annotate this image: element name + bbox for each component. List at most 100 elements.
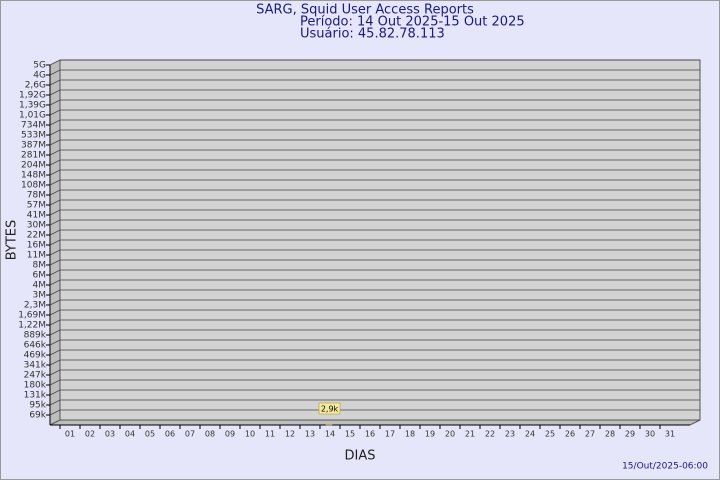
grid-line — [49, 289, 700, 296]
y-axis-label: BYTES — [5, 220, 20, 261]
x-tick-label: 08 — [205, 430, 215, 439]
y-tick-label: 4M — [33, 281, 47, 291]
grid-line — [49, 239, 700, 246]
grid-line — [49, 139, 700, 146]
x-tick-label: 18 — [405, 430, 415, 439]
y-tick-label: 1,01G — [19, 111, 46, 121]
grid-line — [49, 249, 700, 256]
grid-line — [49, 109, 700, 116]
y-tick-label: 16M — [27, 241, 46, 251]
y-tick-label: 2,3M — [24, 301, 46, 311]
x-tick-label: 06 — [165, 430, 175, 439]
grid-line — [49, 259, 700, 266]
grid-line — [49, 69, 700, 76]
x-tick-label: 01 — [65, 430, 75, 439]
footer: 15/Out/2025-06:00 — [622, 462, 708, 472]
y-tick-label: 1,39G — [19, 101, 46, 111]
y-tick-label: 3M — [33, 291, 47, 301]
chart-title: SARG, Squid User Access Reports — [256, 3, 474, 18]
x-tick-label: 04 — [125, 430, 135, 439]
x-tick-label: 24 — [525, 430, 535, 439]
grid-line — [49, 309, 700, 316]
grid-line — [49, 189, 700, 196]
grid-line — [49, 359, 700, 366]
grid-line — [49, 119, 700, 126]
y-tick-label: 247k — [24, 371, 47, 381]
y-tick-label: 341k — [24, 361, 47, 371]
floor — [49, 419, 701, 426]
grid-line — [49, 169, 700, 176]
y-tick-label: 69k — [29, 411, 46, 421]
x-axis-label: DIAS — [345, 449, 376, 464]
y-tick-label: 180k — [24, 381, 47, 391]
y-tick-label: 1,69M — [18, 311, 46, 321]
subtitle: Período: 14 Out 2025-15 Out 2025 — [300, 15, 525, 30]
x-tick-label: 13 — [305, 430, 315, 439]
grid-line — [49, 209, 700, 216]
y-tick-label: 204M — [21, 161, 46, 171]
grid-line — [49, 349, 700, 356]
y-tick-label: 533M — [21, 131, 46, 141]
grid-line — [49, 79, 700, 86]
y-tick-label: 8M — [33, 261, 47, 271]
x-tick-label: 09 — [225, 430, 235, 439]
y-tick-label: 734M — [21, 121, 46, 131]
value-label: 2,9k — [321, 405, 339, 414]
x-tick-label: 23 — [505, 430, 515, 439]
grid-line — [49, 279, 700, 286]
y-tick-label: 11M — [27, 251, 46, 261]
y-tick-label: 131k — [24, 391, 47, 401]
x-tick-label: 27 — [585, 430, 595, 439]
y-tick-label: 41M — [27, 211, 46, 221]
x-tick-label: 28 — [605, 430, 615, 439]
y-tick-label: 108M — [21, 181, 46, 191]
x-tick-label: 21 — [465, 430, 475, 439]
x-tick-label: 12 — [285, 430, 295, 439]
grid-line — [49, 329, 700, 336]
grid-line — [49, 409, 700, 416]
y-tick-label: 469k — [24, 351, 47, 361]
grid-line — [49, 229, 700, 236]
value-label-box — [318, 402, 341, 415]
x-tick-label: 31 — [665, 430, 675, 439]
grid-line — [49, 379, 700, 386]
y-tick-label: 30M — [27, 221, 46, 231]
y-tick-label: 1,22M — [18, 321, 46, 331]
grid-line — [49, 399, 700, 406]
y-tick-label: 889k — [24, 331, 47, 341]
x-tick-label: 11 — [265, 430, 275, 439]
y-tick-label: 78M — [27, 191, 46, 201]
grid-line — [49, 219, 700, 226]
y-tick-label: 22M — [27, 231, 46, 241]
x-tick-label: 25 — [545, 430, 555, 439]
grid-line — [49, 159, 700, 166]
y-tick-label: 5G — [33, 61, 46, 71]
x-tick-label: 30 — [645, 430, 655, 439]
grid-line — [49, 129, 700, 136]
x-tick-label: 15 — [345, 430, 355, 439]
y-tick-label: 281M — [21, 151, 46, 161]
grid-line — [49, 269, 700, 276]
y-tick-label: 1,92G — [19, 91, 46, 101]
x-tick-label: 29 — [625, 430, 635, 439]
grid-line — [49, 199, 700, 206]
y-tick-label: 2,6G — [25, 81, 46, 91]
grid-line — [49, 89, 700, 96]
grid-line — [49, 99, 700, 106]
y-tick-label: 4G — [33, 71, 46, 81]
y-tick-label: 95k — [29, 401, 46, 411]
x-tick-label: 19 — [425, 430, 435, 439]
x-tick-label: 02 — [85, 430, 95, 439]
grid-line — [49, 389, 700, 396]
grid-line — [49, 179, 700, 186]
x-tick-label: 26 — [565, 430, 575, 439]
x-tick-label: 05 — [145, 430, 155, 439]
y-tick-label: 387M — [21, 141, 46, 151]
x-tick-label: 20 — [445, 430, 455, 439]
x-tick-label: 22 — [485, 430, 495, 439]
y-tick-label: 646k — [24, 341, 47, 351]
x-tick-label: 07 — [185, 430, 195, 439]
grid-line — [49, 369, 700, 376]
x-tick-label: 10 — [245, 430, 255, 439]
